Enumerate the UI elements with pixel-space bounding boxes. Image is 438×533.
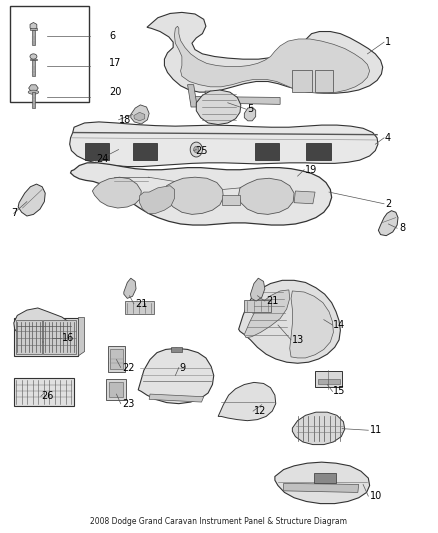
Polygon shape [275, 462, 370, 504]
Text: 19: 19 [305, 165, 318, 175]
Polygon shape [18, 184, 45, 216]
Bar [318, 378, 339, 384]
Polygon shape [124, 278, 136, 298]
Polygon shape [239, 178, 294, 214]
Circle shape [190, 142, 202, 157]
Text: 4: 4 [385, 133, 391, 143]
Bar [43, 320, 76, 354]
Text: 10: 10 [370, 491, 382, 501]
Text: 14: 14 [333, 320, 346, 330]
Polygon shape [70, 122, 378, 166]
Polygon shape [32, 92, 35, 108]
Text: 17: 17 [109, 59, 121, 68]
Polygon shape [284, 483, 359, 492]
Text: 6: 6 [109, 31, 115, 41]
Polygon shape [30, 28, 37, 30]
Polygon shape [292, 70, 311, 92]
Polygon shape [205, 91, 214, 108]
Text: 21: 21 [135, 298, 148, 309]
Ellipse shape [28, 90, 39, 94]
Polygon shape [131, 105, 149, 124]
Text: 2: 2 [385, 199, 391, 209]
Polygon shape [223, 195, 240, 205]
Polygon shape [32, 30, 35, 45]
Polygon shape [134, 112, 145, 121]
Polygon shape [14, 308, 73, 342]
Bar [314, 473, 336, 483]
Polygon shape [78, 318, 85, 356]
Polygon shape [30, 22, 37, 30]
Bar [15, 320, 42, 354]
Polygon shape [244, 290, 290, 338]
Polygon shape [196, 90, 241, 125]
Polygon shape [191, 96, 280, 104]
Polygon shape [315, 70, 332, 92]
Text: 9: 9 [180, 362, 186, 373]
Text: 5: 5 [247, 104, 254, 114]
Polygon shape [290, 291, 333, 358]
Bar [255, 143, 279, 160]
Text: 23: 23 [122, 399, 134, 409]
Text: 26: 26 [41, 391, 53, 401]
Polygon shape [378, 211, 398, 236]
Polygon shape [138, 349, 214, 403]
Text: 22: 22 [122, 362, 134, 373]
Polygon shape [294, 191, 315, 204]
Bar [14, 378, 74, 406]
Text: 11: 11 [370, 425, 382, 435]
Bar [11, 6, 89, 102]
Polygon shape [149, 394, 204, 402]
Text: 24: 24 [96, 154, 108, 164]
Polygon shape [174, 26, 370, 93]
Polygon shape [92, 177, 141, 208]
Text: 16: 16 [62, 333, 74, 343]
Polygon shape [187, 85, 197, 107]
Circle shape [194, 147, 199, 153]
Bar [106, 379, 126, 400]
Text: 1: 1 [385, 37, 391, 47]
Text: 20: 20 [109, 87, 121, 97]
Text: 18: 18 [120, 115, 132, 125]
Bar [109, 382, 123, 397]
Polygon shape [32, 60, 35, 76]
Bar [171, 348, 182, 352]
Bar [133, 143, 157, 160]
Text: 25: 25 [195, 146, 208, 156]
Bar [306, 143, 331, 160]
Polygon shape [292, 412, 345, 445]
Text: 2008 Dodge Grand Caravan Instrument Panel & Structure Diagram: 2008 Dodge Grand Caravan Instrument Pane… [91, 517, 347, 526]
Ellipse shape [30, 54, 37, 59]
Polygon shape [30, 59, 37, 60]
Polygon shape [244, 107, 256, 121]
Polygon shape [140, 185, 174, 213]
Bar [14, 318, 78, 356]
Bar [110, 350, 123, 368]
Polygon shape [71, 163, 332, 225]
Polygon shape [218, 382, 276, 421]
Text: 12: 12 [254, 406, 266, 416]
Text: 8: 8 [399, 223, 405, 233]
Polygon shape [164, 177, 223, 214]
Polygon shape [147, 12, 383, 93]
Bar [108, 346, 125, 372]
Bar [244, 300, 271, 312]
Bar [85, 143, 109, 160]
Text: 21: 21 [266, 296, 279, 306]
Polygon shape [28, 85, 38, 91]
Text: 15: 15 [333, 386, 346, 397]
Polygon shape [239, 280, 340, 364]
Bar [315, 370, 342, 386]
Text: 7: 7 [12, 208, 18, 219]
Polygon shape [251, 278, 265, 301]
Bar [125, 301, 153, 314]
Text: 13: 13 [292, 335, 304, 345]
